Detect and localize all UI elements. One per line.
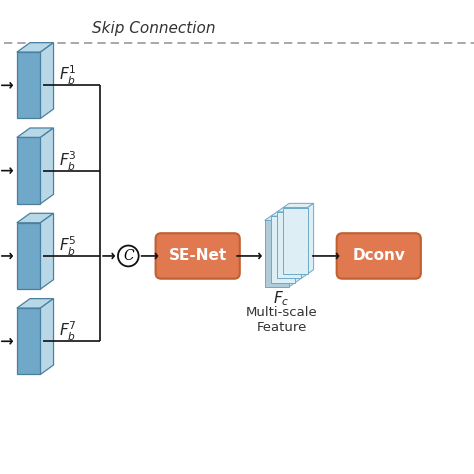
Polygon shape xyxy=(17,43,54,52)
Polygon shape xyxy=(277,208,308,212)
Polygon shape xyxy=(17,299,54,308)
Polygon shape xyxy=(17,213,54,223)
Text: $F_b^7$: $F_b^7$ xyxy=(59,320,77,343)
Text: SE-Net: SE-Net xyxy=(169,248,227,264)
Bar xyxy=(264,220,289,287)
Polygon shape xyxy=(308,203,314,274)
Polygon shape xyxy=(301,208,308,278)
Bar xyxy=(17,223,40,289)
Polygon shape xyxy=(40,128,54,204)
FancyBboxPatch shape xyxy=(155,233,240,279)
Text: $F_c$: $F_c$ xyxy=(273,289,290,308)
Circle shape xyxy=(118,246,139,266)
Bar xyxy=(17,52,40,118)
Bar xyxy=(17,137,40,204)
Text: Multi-scale
Feature: Multi-scale Feature xyxy=(246,306,318,334)
Bar xyxy=(283,208,308,274)
Text: Dconv: Dconv xyxy=(352,248,405,264)
Text: $F_b^5$: $F_b^5$ xyxy=(59,235,77,258)
FancyBboxPatch shape xyxy=(337,233,421,279)
Polygon shape xyxy=(264,216,295,220)
Bar xyxy=(17,308,40,374)
Text: $F_b^3$: $F_b^3$ xyxy=(59,150,77,173)
Polygon shape xyxy=(17,128,54,137)
Polygon shape xyxy=(40,43,54,118)
Polygon shape xyxy=(289,216,295,287)
Polygon shape xyxy=(295,212,301,283)
Polygon shape xyxy=(40,213,54,289)
Polygon shape xyxy=(40,299,54,374)
Text: Skip Connection: Skip Connection xyxy=(92,20,216,36)
Polygon shape xyxy=(271,212,301,216)
Bar xyxy=(271,216,295,283)
Text: C: C xyxy=(123,249,134,263)
Text: $F_b^1$: $F_b^1$ xyxy=(59,64,77,87)
Bar xyxy=(277,212,301,278)
Polygon shape xyxy=(283,203,314,208)
